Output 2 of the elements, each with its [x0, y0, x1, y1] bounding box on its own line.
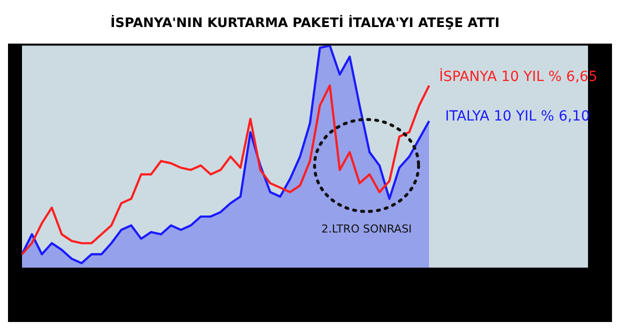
- chart-title: İSPANYA'NIN KURTARMA PAKETİ İTALYA'YI ATEŞE ATTI: [110, 14, 500, 32]
- annotation: 2.LTRO SONRASI: [321, 222, 412, 236]
